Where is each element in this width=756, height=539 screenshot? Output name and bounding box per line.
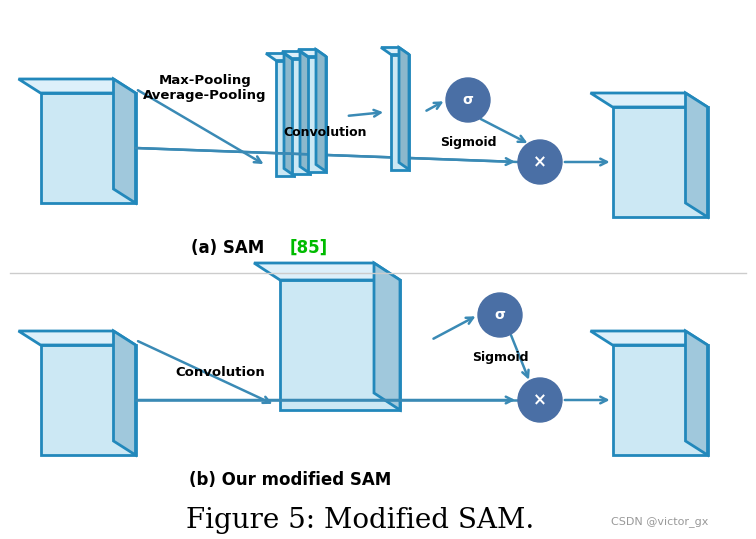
Text: Convolution: Convolution xyxy=(284,127,367,140)
Polygon shape xyxy=(41,345,135,455)
Polygon shape xyxy=(399,47,409,169)
Polygon shape xyxy=(612,345,708,455)
Polygon shape xyxy=(18,331,135,345)
Text: Figure 5: Modified SAM.: Figure 5: Modified SAM. xyxy=(186,507,534,534)
Text: [85]: [85] xyxy=(290,239,328,257)
Text: Sigmoid: Sigmoid xyxy=(472,351,528,364)
Polygon shape xyxy=(282,52,310,59)
Circle shape xyxy=(518,140,562,184)
Polygon shape xyxy=(391,54,409,169)
Polygon shape xyxy=(41,93,135,203)
Polygon shape xyxy=(113,331,135,455)
Text: Convolution: Convolution xyxy=(175,365,265,378)
Text: Sigmoid: Sigmoid xyxy=(440,136,496,149)
Polygon shape xyxy=(590,331,708,345)
Polygon shape xyxy=(266,53,294,60)
Text: σ: σ xyxy=(494,308,506,322)
Text: ×: × xyxy=(533,391,547,409)
Polygon shape xyxy=(298,50,326,57)
Circle shape xyxy=(478,293,522,337)
Polygon shape xyxy=(374,263,400,410)
Text: (b) Our modified SAM: (b) Our modified SAM xyxy=(189,471,391,489)
Polygon shape xyxy=(292,59,310,174)
Polygon shape xyxy=(686,331,708,455)
Polygon shape xyxy=(381,47,409,54)
Polygon shape xyxy=(316,50,326,171)
Polygon shape xyxy=(686,93,708,217)
Polygon shape xyxy=(276,60,294,176)
Text: ×: × xyxy=(533,153,547,171)
Polygon shape xyxy=(612,107,708,217)
Text: (a) SAM: (a) SAM xyxy=(191,239,270,257)
Polygon shape xyxy=(18,79,135,93)
Text: Max-Pooling
Average-Pooling: Max-Pooling Average-Pooling xyxy=(143,74,267,102)
Text: CSDN @victor_gx: CSDN @victor_gx xyxy=(612,516,708,528)
Polygon shape xyxy=(590,93,708,107)
Polygon shape xyxy=(113,79,135,203)
Polygon shape xyxy=(308,57,326,171)
Polygon shape xyxy=(280,280,400,410)
Circle shape xyxy=(518,378,562,422)
Text: σ: σ xyxy=(463,93,473,107)
Circle shape xyxy=(446,78,490,122)
Polygon shape xyxy=(284,53,294,176)
Polygon shape xyxy=(300,52,310,174)
Polygon shape xyxy=(254,263,400,280)
